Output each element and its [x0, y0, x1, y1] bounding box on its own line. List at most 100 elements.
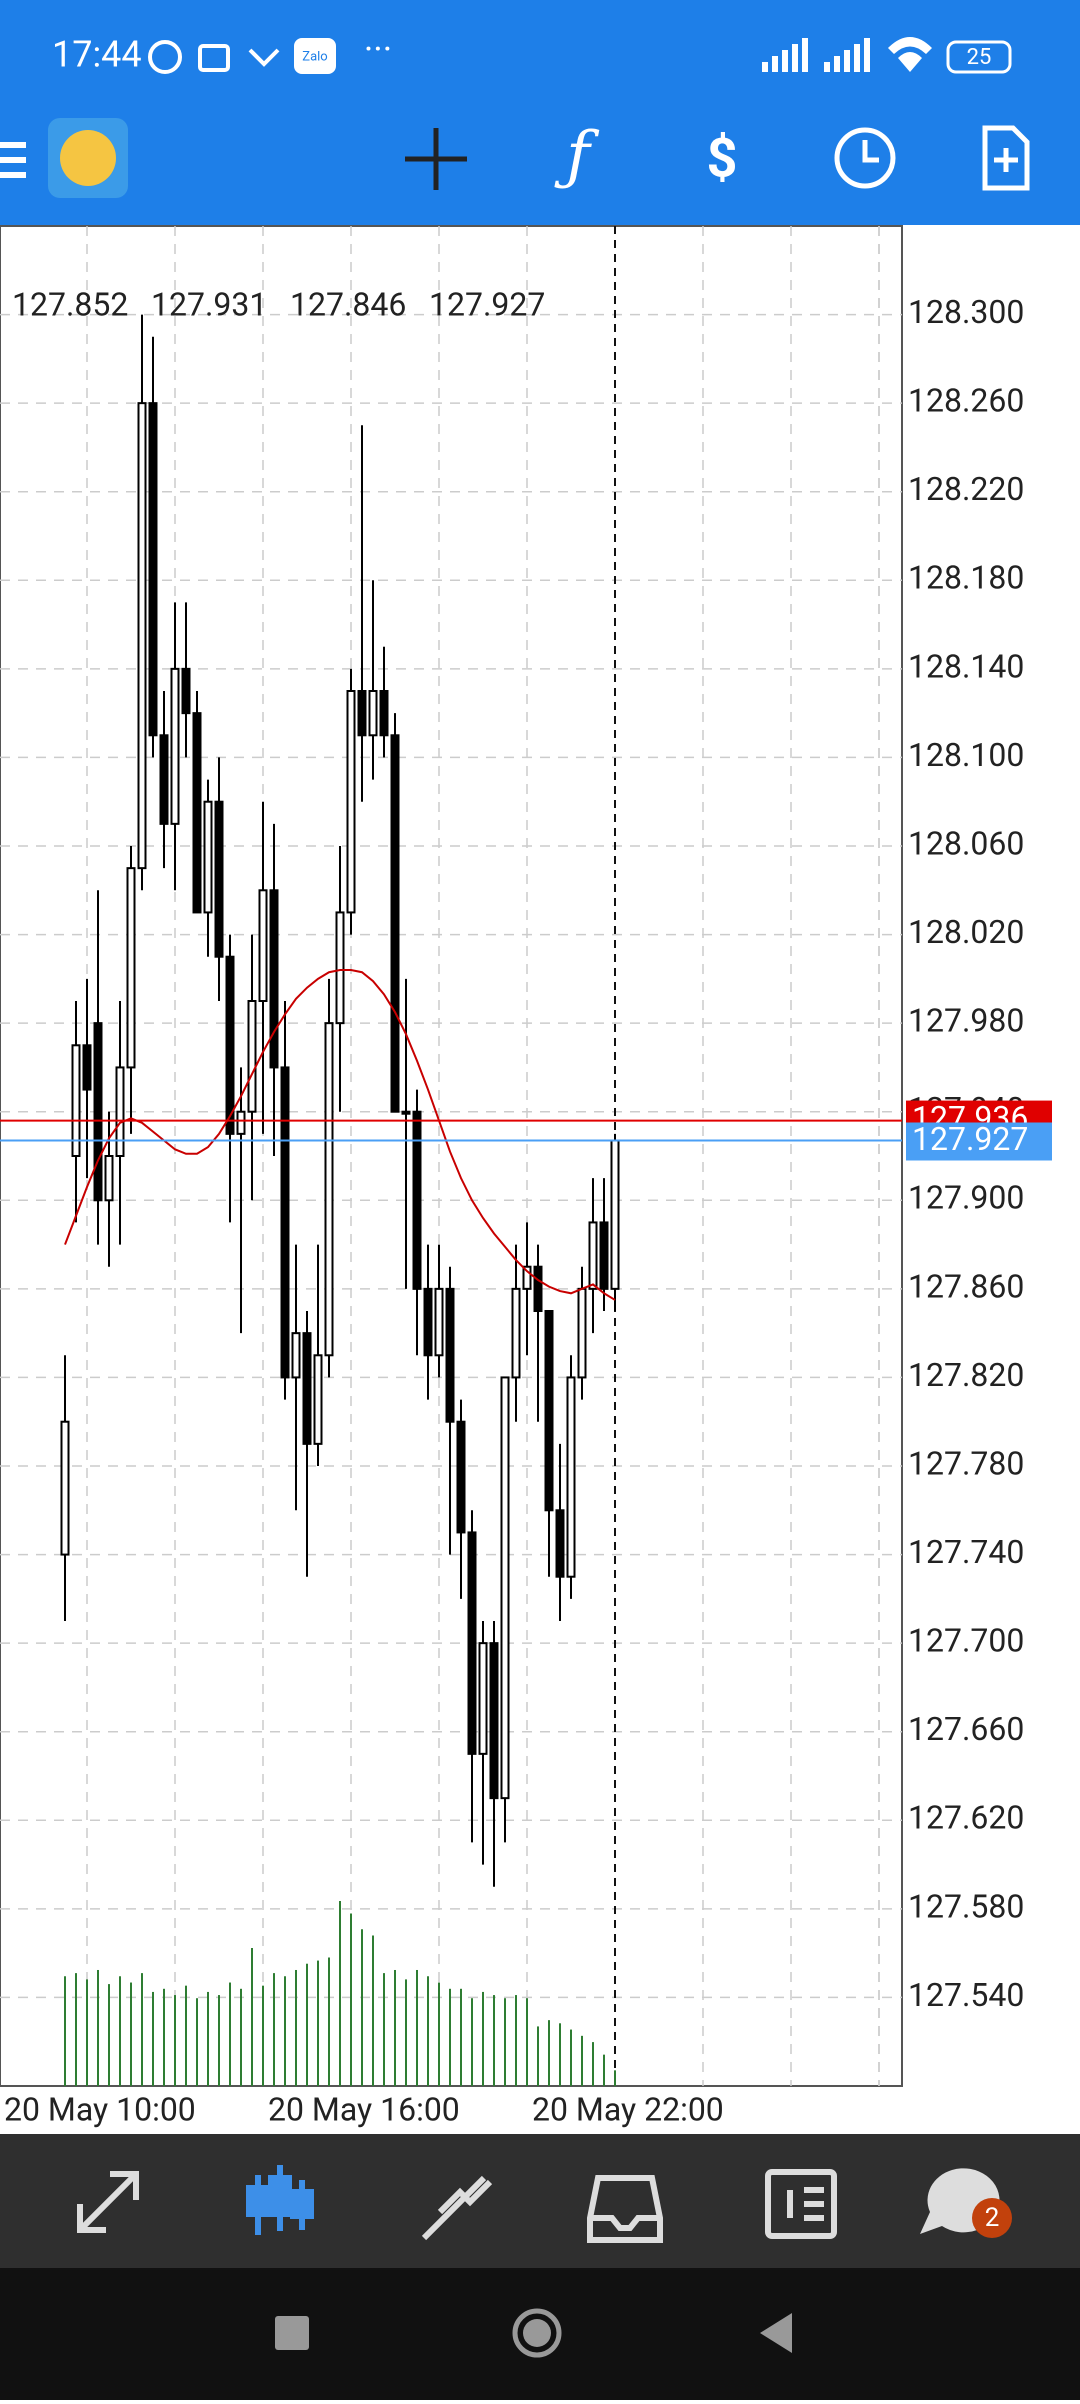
candle-body [170, 667, 180, 825]
y-tick-label: 128.100 [908, 736, 1024, 774]
status-icons [148, 38, 336, 74]
candle-body [368, 690, 378, 737]
x-tick-label: 20 May 10:00 [4, 2090, 196, 2128]
candle-body [412, 1110, 422, 1290]
timeframe-icon[interactable] [834, 127, 896, 189]
candle-body [599, 1221, 609, 1290]
candle-body [104, 1155, 114, 1202]
candle-body [478, 1642, 488, 1755]
x-tick-label: 20 May 16:00 [268, 2090, 460, 2128]
candle-body [390, 734, 400, 1113]
y-tick-label: 128.020 [908, 913, 1024, 951]
y-tick-label: 127.860 [908, 1267, 1024, 1305]
y-tick-label: 127.900 [908, 1179, 1024, 1217]
candle-body [181, 667, 191, 715]
y-tick-label: 128.180 [908, 559, 1024, 597]
y-tick-label: 128.260 [908, 382, 1024, 420]
candle-body [214, 800, 224, 958]
moving-average [64, 969, 616, 1301]
candle-body [533, 1265, 543, 1312]
battery-level: 25 [967, 45, 992, 70]
candle-body [115, 1066, 125, 1158]
nav-home-dot [523, 2319, 551, 2347]
candle-body [555, 1509, 565, 1578]
app-header [0, 0, 1080, 225]
toolbar-icons[interactable] [77, 2165, 837, 2243]
signal-icons [762, 37, 932, 72]
candle-body [302, 1332, 312, 1445]
candle-body [126, 867, 136, 1069]
candle-body [489, 1642, 499, 1800]
nav-recents[interactable] [275, 2316, 309, 2350]
zalo-label: Zalo [302, 49, 327, 64]
bid-label-box [906, 1122, 1052, 1161]
candle-body [236, 1110, 246, 1135]
candle-body [148, 402, 158, 737]
candle-body [291, 1332, 301, 1379]
candle-body [258, 889, 268, 1002]
candle-body [313, 1354, 323, 1445]
app-logo-mark [60, 130, 116, 186]
candle-body [247, 1000, 257, 1113]
candle-body [93, 1022, 103, 1202]
candle-body [577, 1287, 587, 1379]
candle-body [434, 1287, 444, 1357]
more-dots: ··· [364, 29, 392, 71]
candle-body [610, 1139, 620, 1290]
bid-label: 127.927 [912, 1120, 1028, 1158]
candle-body [379, 690, 389, 737]
candle-body [522, 1265, 532, 1290]
candle-body [456, 1420, 466, 1534]
bottom-toolbar [0, 2134, 1080, 2268]
candle-body [192, 712, 202, 914]
menu-icon[interactable] [0, 142, 26, 178]
candle-body [225, 955, 235, 1135]
candle-body [335, 911, 345, 1025]
candle-body [159, 734, 169, 825]
y-tick-label: 128.060 [908, 824, 1024, 862]
candle-body [401, 1110, 411, 1115]
y-tick-label: 128.220 [908, 470, 1024, 508]
ohlc-value: 127.927 [429, 285, 545, 323]
symbols-icon[interactable]: $ [707, 127, 738, 190]
nav-back[interactable] [760, 2313, 792, 2353]
candle-body [511, 1287, 521, 1379]
candle-body [544, 1310, 554, 1512]
candle-body [269, 889, 279, 1069]
y-tick-label: 128.140 [908, 647, 1024, 685]
x-tick-label: 20 May 22:00 [532, 2090, 724, 2128]
candle-body [423, 1287, 433, 1357]
y-tick-label: 128.300 [908, 293, 1024, 331]
candle-body [280, 1066, 290, 1379]
y-tick-label: 127.580 [908, 1887, 1024, 1925]
ohlc-value: 127.852 [12, 285, 128, 323]
candle-body [588, 1221, 598, 1290]
candle-body [346, 690, 356, 914]
y-tick-label: 127.660 [908, 1710, 1024, 1748]
candle-body [357, 690, 367, 737]
y-tick-label: 127.980 [908, 1002, 1024, 1040]
new-order-icon[interactable] [982, 125, 1030, 191]
chat-badge [972, 2198, 1012, 2238]
candle-body [203, 800, 213, 914]
ohlc-value: 127.846 [290, 285, 406, 323]
y-tick-label: 127.540 [908, 1976, 1024, 2014]
crosshair-icon[interactable] [405, 128, 467, 190]
chat-badge-count: 2 [985, 2203, 1000, 2233]
y-tick-label: 127.740 [908, 1533, 1024, 1571]
candle-body [60, 1420, 70, 1556]
candle-body [82, 1044, 92, 1091]
status-time: 17:44 [52, 34, 142, 76]
candle-body [566, 1376, 576, 1578]
candle-body [500, 1376, 510, 1800]
y-tick-label: 127.700 [908, 1622, 1024, 1660]
battery [946, 40, 1012, 74]
candle-body [137, 402, 147, 870]
nav-home[interactable] [512, 2308, 562, 2358]
y-tick-label: 127.620 [908, 1799, 1024, 1837]
candle-body [467, 1531, 477, 1755]
ohlc-value: 127.931 [151, 285, 267, 323]
y-tick-label: 127.820 [908, 1356, 1024, 1394]
